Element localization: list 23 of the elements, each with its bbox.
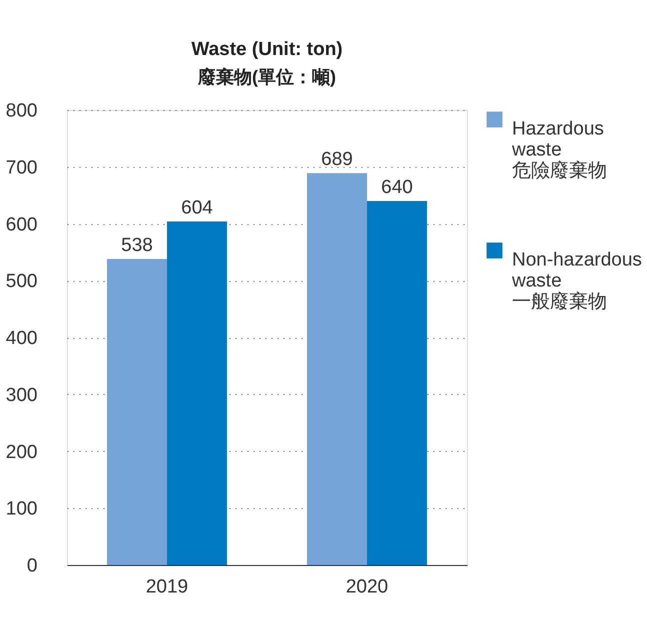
y-tick-label: 0	[26, 556, 38, 576]
y-tick-label: 600	[6, 214, 38, 236]
y-tick-label: 300	[6, 384, 38, 406]
y-tick-label: 500	[6, 271, 38, 292]
data-label: 640	[381, 177, 413, 198]
chart-subtitle: 廢棄物(單位：噸)	[197, 67, 336, 87]
y-tick-label: 400	[6, 328, 38, 349]
legend-label: Non-hazardous waste 一般廢棄物	[511, 250, 642, 312]
x-tick-label: 2020	[346, 576, 388, 598]
x-tick-label: 2019	[146, 576, 188, 598]
bar	[307, 173, 367, 565]
data-label: 538	[121, 235, 153, 256]
y-tick-label: 200	[6, 442, 38, 463]
legend-label: Hazardous waste 危險廢棄物	[511, 118, 607, 182]
bar	[107, 259, 167, 565]
bar	[167, 221, 227, 565]
bar	[367, 201, 427, 565]
y-tick-label: 700	[6, 157, 38, 178]
data-label: 689	[321, 149, 353, 170]
chart-title: Waste (Unit: ton)	[191, 39, 343, 60]
y-tick-label: 100	[6, 498, 38, 520]
data-label: 604	[181, 197, 214, 218]
y-tick-label: 800	[6, 100, 38, 122]
